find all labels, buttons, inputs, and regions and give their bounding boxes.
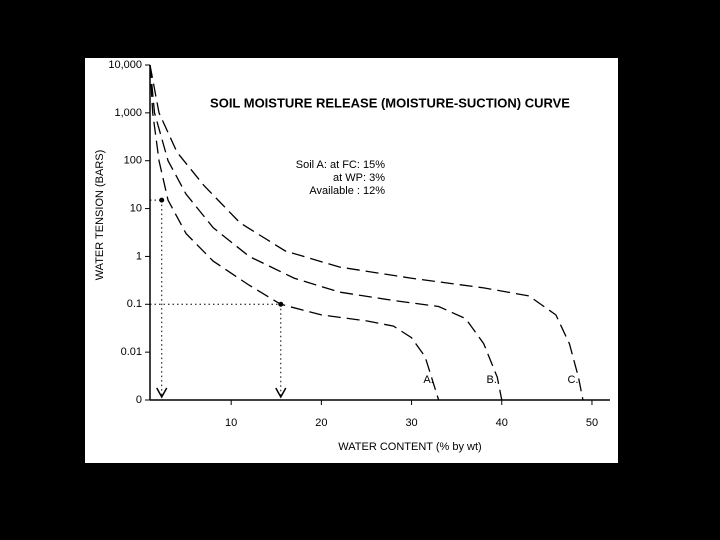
- y-tick-label: 0.01: [121, 346, 142, 358]
- y-tick-label: 100: [124, 155, 142, 167]
- curve-label: A.: [423, 374, 433, 386]
- point: [278, 301, 284, 307]
- curve-label: C.: [567, 374, 578, 386]
- annotation: at WP: 3%: [333, 172, 385, 184]
- y-axis-label: WATER TENSION (BARS): [94, 150, 106, 281]
- curve: [149, 64, 503, 401]
- y-tick-label: 1,000: [114, 107, 142, 119]
- x-axis-label: WATER CONTENT (% by wt): [338, 441, 481, 453]
- x-tick-label: 10: [225, 417, 237, 429]
- x-tick-label: 40: [496, 417, 508, 429]
- point: [159, 197, 165, 203]
- y-tick-label: 10: [130, 202, 142, 214]
- y-tick-label: 0.1: [127, 298, 142, 310]
- x-tick-label: 20: [315, 417, 327, 429]
- curve-label: B.: [487, 374, 497, 386]
- annotation: Soil A: at FC: 15%: [296, 159, 385, 171]
- chart-panel: [85, 58, 618, 463]
- curve: [149, 64, 584, 401]
- y-tick-label: 1: [136, 250, 142, 262]
- y-tick-label: 10,000: [108, 59, 142, 71]
- arrow: [275, 387, 287, 399]
- x-tick-label: 50: [586, 417, 598, 429]
- annotation: Available : 12%: [309, 185, 385, 197]
- chart-title: SOIL MOISTURE RELEASE (MOISTURE-SUCTION)…: [210, 95, 570, 110]
- x-tick-label: 30: [405, 417, 417, 429]
- arrow: [156, 387, 168, 399]
- y-tick-label: 0: [136, 394, 142, 406]
